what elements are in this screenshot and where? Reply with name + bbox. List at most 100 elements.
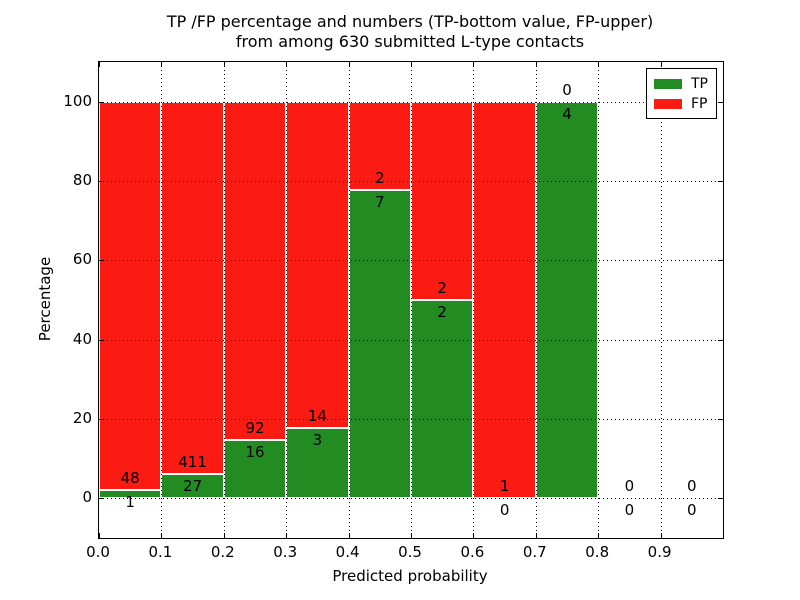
x-gridline [598,62,600,538]
y-tick-left [99,498,104,500]
x-tick-bottom [161,533,163,538]
x-tick-top [535,62,537,67]
bar-tp-segment [286,428,349,499]
x-tick-bottom [348,533,350,538]
y-tick-label: 60 [72,250,92,269]
x-axis-label: Predicted probability [332,567,488,585]
legend-swatch-tp-icon [654,79,682,89]
legend-item-fp: FP [654,97,708,111]
x-tick-top [348,62,350,67]
tp-count-label: 16 [245,442,265,461]
x-tick-bottom [535,533,537,538]
y-tick-left [99,339,104,341]
fp-count-label: 48 [120,469,140,488]
y-tick-label: 20 [72,409,92,427]
x-gridline [411,62,412,538]
legend-item-tp: TP [654,77,708,91]
x-tick-label: 0.6 [460,543,485,561]
x-tick-label: 0.1 [148,543,173,561]
x-tick-bottom [660,533,662,538]
y-tick-left [99,101,104,103]
bar-fp-segment [411,101,474,300]
x-tick-top [598,62,600,67]
legend: TP FP [646,68,717,119]
y-tick-left [99,181,104,182]
chart-title: TP /FP percentage and numbers (TP-bottom… [98,12,722,52]
fp-count-label: 411 [178,452,207,471]
bar-fp-segment [473,101,536,499]
tp-count-label: 4 [562,104,572,123]
y-tick-left [99,260,104,262]
y-tick-right [718,339,723,341]
x-tick-label: 0.5 [398,543,422,561]
y-axis-label: Percentage [36,256,54,342]
tp-count-label: 0 [499,501,510,520]
tp-count-label: 1 [125,493,135,512]
tp-count-label: 27 [183,476,203,495]
x-tick-top [660,62,662,67]
fp-count-label: 2 [437,279,447,297]
x-tick-bottom [473,533,475,538]
bar-fp-segment [286,101,349,429]
x-tick-label: 0.4 [335,543,360,561]
x-tick-bottom [598,533,600,538]
fp-count-label: 14 [307,407,327,426]
fp-count-label: 0 [562,80,572,99]
bar-tp-segment [223,439,287,499]
tp-count-label: 0 [687,501,697,520]
x-gridline [161,62,163,538]
x-tick-label: 0.8 [585,543,610,561]
tp-count-label: 3 [312,431,323,450]
fp-count-label: 2 [375,168,385,187]
plot-area: TP FP 48 1 411 27 92 16 14 3 2 7 2 2 1 0 0 4 0 0 0 0 [98,61,724,539]
y-tick-right [718,419,723,420]
x-tick-label: 0.0 [86,543,110,561]
bar-tp-segment [348,189,411,499]
chart-title-line1: TP /FP percentage and numbers (TP-bottom… [166,12,654,31]
x-gridline [660,62,662,538]
x-tick-bottom [223,533,225,538]
x-gridline [223,62,225,538]
x-tick-label: 0.3 [273,543,298,561]
fp-count-label: 0 [624,477,635,496]
x-tick-bottom [286,533,288,538]
fp-count-label: 92 [245,418,265,437]
legend-label-tp: TP [691,76,708,92]
x-tick-bottom [411,533,412,538]
fp-count-label: 0 [687,477,697,496]
x-tick-top [473,62,475,67]
x-gridline [348,62,350,538]
bar-tp-segment [535,101,599,499]
y-tick-label: 40 [72,329,92,348]
x-gridline [535,62,537,538]
x-gridline [286,62,288,538]
y-tick-right [718,260,723,262]
y-tick-right [718,101,723,103]
y-tick-label: 100 [63,91,92,110]
fp-count-label: 1 [499,477,510,496]
x-tick-top [161,62,163,67]
x-tick-top [286,62,288,67]
y-tick-left [99,419,104,420]
bar-tp-segment [411,300,474,499]
x-tick-label: 0.7 [522,543,547,561]
tp-count-label: 7 [375,192,385,211]
x-gridline [473,62,475,538]
x-tick-label: 0.2 [210,543,235,561]
y-tick-label: 0 [82,488,92,507]
y-tick-right [718,498,723,500]
chart-title-line2: from among 630 submitted L-type contacts [235,32,585,51]
legend-swatch-fp-icon [654,99,682,109]
x-tick-bottom [99,533,100,538]
tp-count-label: 0 [624,501,635,520]
x-tick-top [411,62,412,67]
tp-count-label: 2 [437,303,447,321]
x-tick-label: 0.9 [647,543,672,561]
bar-fp-segment [223,101,287,440]
x-tick-top [99,62,100,67]
bar-fp-segment [99,101,162,491]
bar-tp-segment [161,473,224,499]
x-tick-top [223,62,225,67]
bar-tp-segment [99,490,162,499]
